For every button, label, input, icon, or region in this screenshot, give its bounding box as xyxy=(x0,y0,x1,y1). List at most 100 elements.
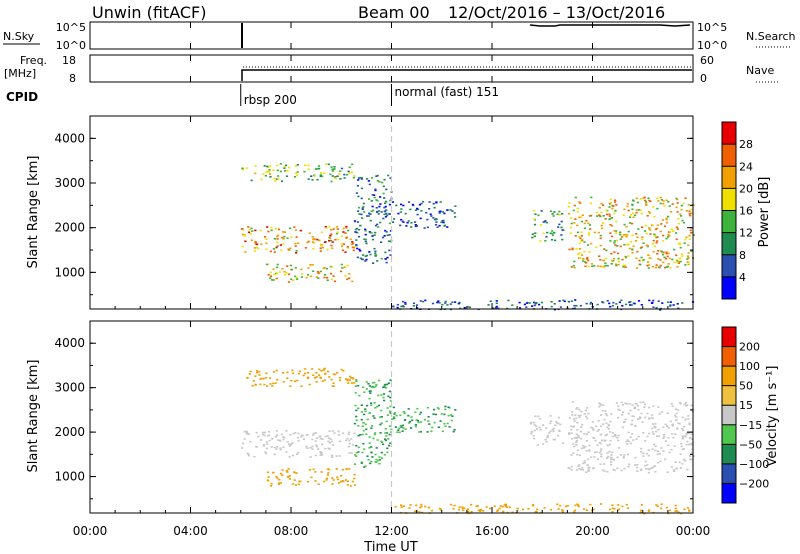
echo-cell xyxy=(378,379,381,382)
echo-cell xyxy=(251,230,254,232)
echo-cell xyxy=(585,471,588,473)
echo-cell xyxy=(313,242,316,244)
echo-cell xyxy=(682,448,685,450)
echo-cell xyxy=(241,167,244,170)
echo-cell xyxy=(320,172,323,174)
echo-cell xyxy=(550,301,553,303)
echo-cell xyxy=(319,377,322,379)
echo-cell xyxy=(379,196,382,198)
echo-cell xyxy=(365,388,368,390)
echo-cell xyxy=(575,248,578,250)
echo-cell xyxy=(635,233,638,235)
echo-cell xyxy=(346,480,349,483)
echo-cell xyxy=(296,164,299,166)
echo-cell xyxy=(284,170,287,172)
echo-cell xyxy=(578,467,581,470)
echo-cell xyxy=(409,504,412,506)
echo-cell xyxy=(420,421,423,423)
echo-cell xyxy=(609,420,612,423)
echo-cell xyxy=(383,210,386,212)
echo-cell xyxy=(628,222,631,224)
echo-cell xyxy=(269,250,272,253)
echo-cell xyxy=(311,368,314,370)
echo-cell xyxy=(365,428,368,431)
echo-cell xyxy=(353,382,356,384)
echo-cell xyxy=(662,251,665,254)
echo-cell xyxy=(657,258,660,260)
echo-cell xyxy=(640,509,643,512)
echo-cell xyxy=(359,434,362,436)
echo-cell xyxy=(670,228,673,230)
echo-cell xyxy=(371,238,375,241)
echo-cell xyxy=(360,404,363,406)
echo-cell xyxy=(428,423,431,425)
echo-cell xyxy=(583,250,586,253)
echo-cell xyxy=(278,271,281,273)
echo-cell xyxy=(497,307,500,310)
echo-cell xyxy=(574,235,577,237)
echo-cell xyxy=(283,235,286,238)
echo-cell xyxy=(454,301,457,303)
range-tick-label: 1000 xyxy=(54,265,85,279)
echo-cell xyxy=(389,396,392,399)
echo-cell xyxy=(401,305,405,307)
echo-cell xyxy=(607,423,610,426)
echo-cell xyxy=(544,240,547,242)
echo-cell xyxy=(295,276,298,279)
echo-cell xyxy=(351,280,354,283)
nsky-tick-right-bottom: 10^0 xyxy=(697,39,727,52)
echo-cell xyxy=(326,277,329,279)
echo-cell xyxy=(404,428,407,430)
echo-cell xyxy=(287,468,290,470)
echo-cell xyxy=(665,237,668,240)
echo-cell xyxy=(675,232,678,234)
cpid-mode-0-label: rbsp 200 xyxy=(244,93,297,107)
echo-cell xyxy=(335,225,338,228)
echo-cell xyxy=(616,416,620,419)
echo-cell xyxy=(385,231,388,233)
echo-cell xyxy=(311,179,314,181)
echo-cell xyxy=(418,431,421,433)
echo-cell xyxy=(575,440,579,442)
echo-cell xyxy=(247,454,250,457)
echo-cell xyxy=(575,433,578,436)
echo-cell xyxy=(642,259,645,261)
echo-cell xyxy=(562,299,565,302)
velocity-ylabel: Slant Range [km] xyxy=(26,360,41,473)
echo-cell xyxy=(418,511,421,513)
echo-cell xyxy=(579,437,583,440)
echo-cell xyxy=(549,508,552,511)
echo-cell xyxy=(582,258,585,260)
echo-cell xyxy=(388,249,391,252)
echo-cell xyxy=(388,240,391,242)
echo-cell xyxy=(244,251,247,253)
echo-cell xyxy=(294,165,298,167)
echo-cell xyxy=(681,416,684,419)
echo-cell xyxy=(340,368,343,371)
echo-cell xyxy=(353,477,356,480)
nsky-panel: N.Sky 10^5 10^0 10^5 10^0 N.Search xyxy=(3,21,796,52)
echo-cell xyxy=(389,177,392,179)
echo-cell xyxy=(572,452,575,455)
echo-cell xyxy=(375,254,378,256)
echo-cell xyxy=(259,383,262,386)
echo-cell xyxy=(312,434,315,436)
echo-cell xyxy=(578,416,581,418)
echo-cell xyxy=(286,170,289,172)
echo-cell xyxy=(648,299,651,302)
echo-cell xyxy=(651,414,654,416)
echo-cell xyxy=(342,231,345,233)
echo-cell xyxy=(461,506,464,509)
echo-cell xyxy=(337,434,341,436)
echo-cell xyxy=(279,447,282,449)
echo-cell xyxy=(534,213,537,215)
echo-cell xyxy=(599,463,602,466)
echo-cell xyxy=(571,438,574,440)
echo-cell xyxy=(543,220,546,223)
echo-cell xyxy=(604,434,607,437)
echo-cell xyxy=(372,209,375,212)
echo-cell xyxy=(624,266,627,268)
echo-cell xyxy=(391,221,395,223)
echo-cell xyxy=(561,442,565,444)
